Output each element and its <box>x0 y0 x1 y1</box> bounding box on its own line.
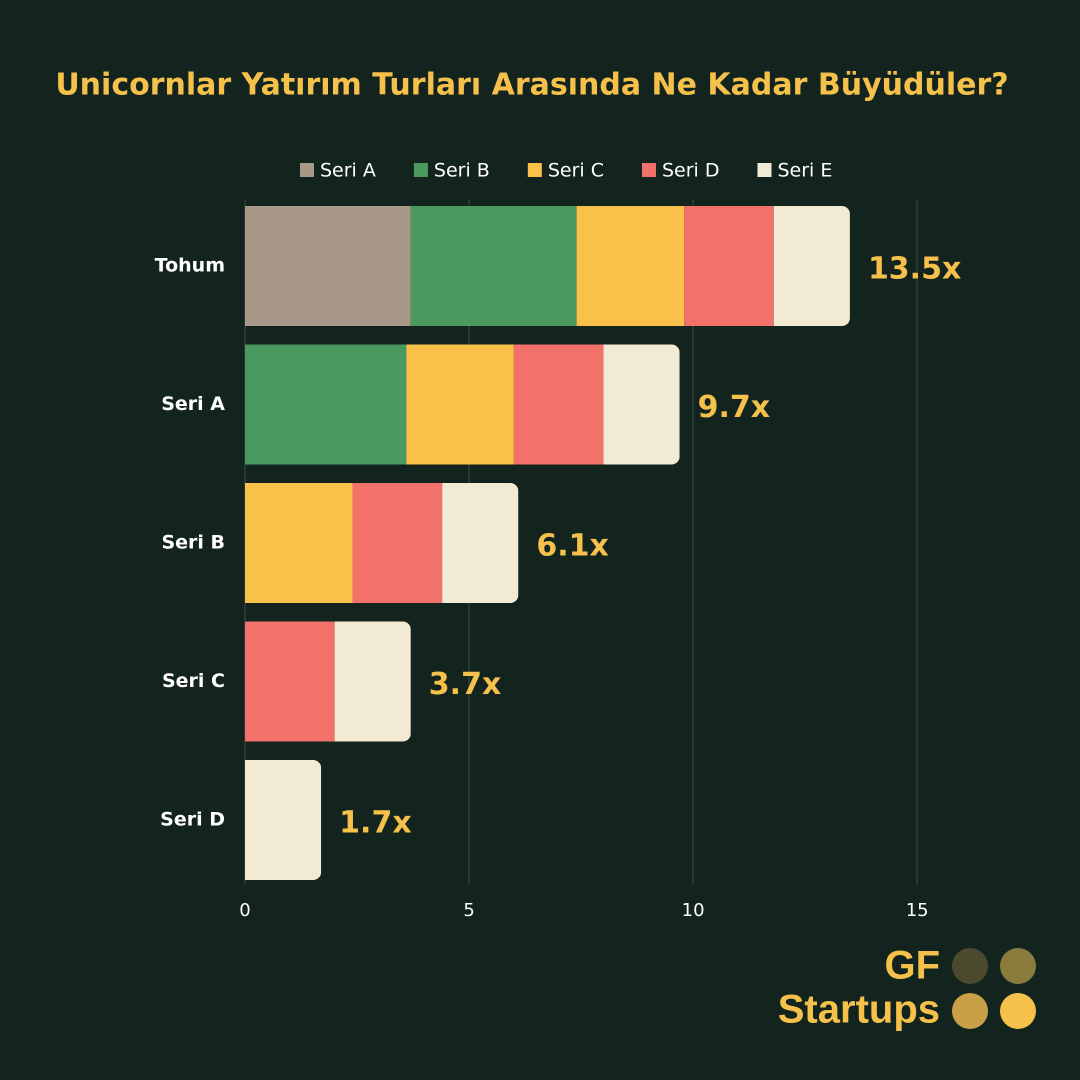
bar-segment <box>245 760 322 880</box>
legend-swatch <box>757 163 772 177</box>
bar-segment <box>513 344 604 465</box>
logo-dot <box>952 948 988 984</box>
x-tick-label: 15 <box>906 900 929 921</box>
bar-row <box>245 483 519 603</box>
logo-line-1: GF <box>884 944 940 988</box>
y-tick-label: Seri B <box>161 532 225 554</box>
logo: GF Startups <box>778 944 1036 1032</box>
legend-swatch <box>300 163 314 177</box>
bar-segment <box>245 483 353 603</box>
bar-row <box>245 621 411 742</box>
total-label: 3.7x <box>429 667 502 702</box>
logo-dot <box>952 993 988 1029</box>
bar-segment <box>245 621 335 742</box>
total-label: 6.1x <box>536 529 609 564</box>
legend-label: Seri B <box>434 160 490 182</box>
bar-segment <box>334 621 411 742</box>
legend-label: Seri C <box>548 160 604 182</box>
total-label: 1.7x <box>339 806 412 841</box>
bar-segment <box>576 206 685 326</box>
bar-row <box>245 206 850 326</box>
bar-segment <box>684 206 774 326</box>
bar-segment <box>442 483 519 603</box>
legend-label: Seri D <box>662 160 720 182</box>
x-tick-label: 5 <box>463 900 474 921</box>
bar-segment <box>406 344 514 465</box>
bar-row <box>245 344 680 465</box>
x-tick-label: 10 <box>682 900 705 921</box>
legend-swatch <box>641 163 656 177</box>
bar-row <box>245 760 322 880</box>
logo-line-2: Startups <box>778 988 940 1032</box>
bar-segment <box>773 206 850 326</box>
bar-segment <box>245 344 407 465</box>
chart-title: Unicornlar Yatırım Turları Arasında Ne K… <box>55 68 1008 103</box>
legend-swatch <box>527 163 542 177</box>
legend-label: Seri E <box>777 160 832 182</box>
logo-dot <box>1000 993 1036 1029</box>
legend-swatch <box>413 163 428 177</box>
y-tick-label: Seri D <box>160 809 225 831</box>
logo-dot <box>1000 948 1036 984</box>
bar-segment <box>410 206 577 326</box>
bar-segment <box>603 344 680 465</box>
total-label: 9.7x <box>698 390 771 425</box>
y-tick-label: Seri A <box>161 393 225 415</box>
bar-segment <box>245 206 411 326</box>
total-label: 13.5x <box>868 252 961 287</box>
bar-segment <box>352 483 443 603</box>
y-tick-label: Seri C <box>162 670 225 692</box>
x-tick-label: 0 <box>239 900 250 921</box>
legend-label: Seri A <box>320 160 376 182</box>
y-tick-label: Tohum <box>155 255 225 277</box>
